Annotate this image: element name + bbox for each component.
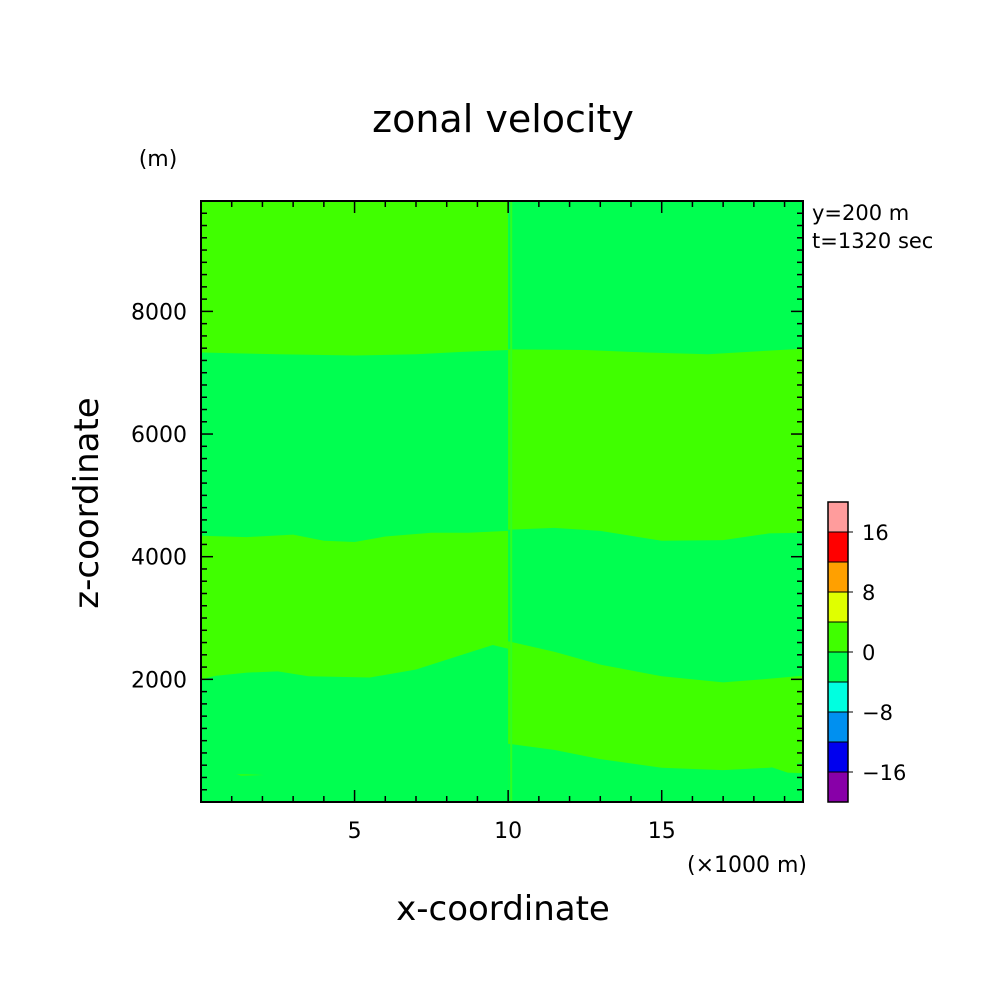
colorbar-swatch (827, 561, 849, 593)
x-axis-label: x-coordinate (396, 889, 610, 929)
tick-labels: 5 10 15 2000 4000 6000 8000 (131, 300, 676, 844)
y-tick-label: 2000 (131, 668, 187, 693)
y-tick-label: 6000 (131, 423, 187, 448)
chart-title: zonal velocity (372, 97, 634, 141)
plot-frame (200, 200, 804, 803)
left-band-1 (201, 645, 509, 802)
colorbar-swatch (827, 501, 849, 533)
colorbar-label: 0 (862, 641, 875, 665)
x-tick-label: 5 (348, 819, 362, 844)
colorbar-label: −8 (862, 701, 893, 725)
y-tick-label: 4000 (131, 546, 187, 571)
colorbar: −16 −8 0 8 16 (827, 501, 906, 803)
right-patch-0 (769, 764, 803, 774)
colorbar-label: 16 (862, 521, 889, 545)
y-unit-label: (m) (139, 147, 178, 172)
colorbar-swatch (827, 621, 849, 653)
colorbar-swatch (827, 651, 849, 683)
annotation-t: t=1320 sec (812, 229, 933, 253)
colorbar-swatch (827, 531, 849, 563)
x-tick-label: 15 (648, 819, 676, 844)
velocity-field (201, 201, 803, 802)
colorbar-swatch (827, 591, 849, 623)
colorbar-swatch (827, 681, 849, 713)
right-band-0 (508, 743, 803, 802)
x-unit-label: (×1000 m) (687, 853, 807, 878)
x-tick-label: 10 (494, 819, 522, 844)
y-tick-label: 8000 (131, 300, 187, 325)
annotation-y: y=200 m (812, 201, 909, 225)
colorbar-swatch (827, 771, 849, 803)
left-patch-0 (201, 746, 509, 802)
colorbar-swatch (827, 741, 849, 773)
colorbar-label: −16 (862, 761, 906, 785)
y-axis-label: z-coordinate (67, 397, 107, 608)
colorbar-label: 8 (862, 581, 875, 605)
colorbar-swatch (827, 711, 849, 743)
